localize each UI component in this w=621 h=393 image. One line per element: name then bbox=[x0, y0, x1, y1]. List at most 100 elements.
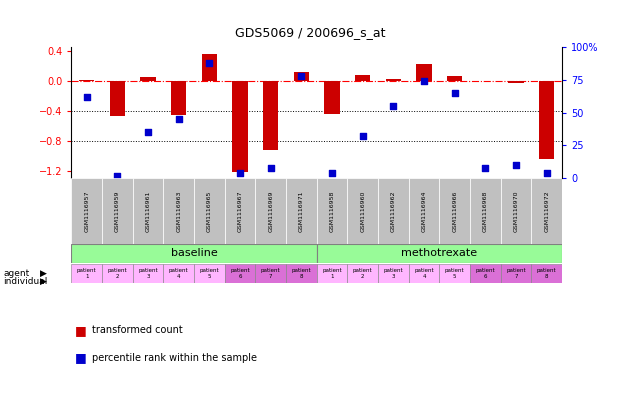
Bar bbox=[409, 178, 440, 244]
Bar bbox=[501, 264, 532, 283]
Point bbox=[388, 103, 398, 109]
Text: ■: ■ bbox=[75, 323, 86, 337]
Bar bbox=[225, 264, 255, 283]
Bar bbox=[71, 264, 102, 283]
Text: GSM1116959: GSM1116959 bbox=[115, 190, 120, 231]
Bar bbox=[355, 75, 370, 81]
Bar bbox=[509, 81, 524, 83]
Bar bbox=[163, 178, 194, 244]
Bar bbox=[447, 75, 463, 81]
Bar bbox=[317, 264, 347, 283]
Bar bbox=[110, 81, 125, 116]
Text: GSM1116962: GSM1116962 bbox=[391, 190, 396, 231]
Text: patient
1: patient 1 bbox=[77, 268, 96, 279]
Point bbox=[511, 162, 521, 168]
Text: patient
6: patient 6 bbox=[230, 268, 250, 279]
Text: patient
8: patient 8 bbox=[537, 268, 556, 279]
Point bbox=[235, 170, 245, 176]
Text: GSM1116961: GSM1116961 bbox=[145, 190, 150, 231]
Text: patient
1: patient 1 bbox=[322, 268, 342, 279]
Text: patient
8: patient 8 bbox=[292, 268, 311, 279]
Bar bbox=[133, 264, 163, 283]
Point bbox=[450, 90, 460, 96]
Text: patient
3: patient 3 bbox=[138, 268, 158, 279]
Bar bbox=[501, 178, 532, 244]
Bar bbox=[317, 178, 347, 244]
Text: patient
2: patient 2 bbox=[107, 268, 127, 279]
Bar bbox=[194, 264, 225, 283]
Text: transformed count: transformed count bbox=[92, 325, 183, 335]
Text: GDS5069 / 200696_s_at: GDS5069 / 200696_s_at bbox=[235, 26, 386, 39]
Bar bbox=[140, 77, 156, 81]
Point bbox=[143, 129, 153, 136]
Text: GSM1116967: GSM1116967 bbox=[238, 190, 243, 231]
Bar bbox=[532, 178, 562, 244]
Bar bbox=[286, 264, 317, 283]
Text: patient
4: patient 4 bbox=[414, 268, 434, 279]
Text: GSM1116958: GSM1116958 bbox=[330, 190, 335, 231]
Bar bbox=[539, 81, 555, 160]
Point bbox=[419, 78, 429, 84]
Text: baseline: baseline bbox=[171, 248, 217, 259]
Text: patient
6: patient 6 bbox=[476, 268, 495, 279]
Text: agent: agent bbox=[3, 269, 29, 277]
Bar bbox=[378, 178, 409, 244]
Bar bbox=[102, 178, 133, 244]
Text: GSM1116970: GSM1116970 bbox=[514, 190, 519, 231]
Bar bbox=[317, 244, 562, 263]
Point bbox=[358, 133, 368, 140]
Text: patient
5: patient 5 bbox=[199, 268, 219, 279]
Text: ■: ■ bbox=[75, 351, 86, 364]
Bar bbox=[255, 264, 286, 283]
Text: GSM1116957: GSM1116957 bbox=[84, 190, 89, 231]
Point bbox=[112, 173, 122, 179]
Point bbox=[296, 73, 306, 79]
Text: ▶: ▶ bbox=[40, 277, 47, 286]
Bar bbox=[470, 178, 501, 244]
Text: patient
7: patient 7 bbox=[506, 268, 526, 279]
Bar bbox=[202, 54, 217, 81]
Bar bbox=[225, 178, 255, 244]
Bar bbox=[409, 264, 440, 283]
Point bbox=[327, 170, 337, 176]
Bar bbox=[71, 244, 317, 263]
Bar bbox=[294, 72, 309, 81]
Text: GSM1116960: GSM1116960 bbox=[360, 190, 365, 231]
Text: patient
7: patient 7 bbox=[261, 268, 281, 279]
Bar bbox=[263, 81, 278, 151]
Text: GSM1116969: GSM1116969 bbox=[268, 190, 273, 231]
Bar bbox=[133, 178, 163, 244]
Bar bbox=[378, 264, 409, 283]
Bar bbox=[347, 178, 378, 244]
Text: GSM1116964: GSM1116964 bbox=[422, 190, 427, 231]
Text: GSM1116963: GSM1116963 bbox=[176, 190, 181, 231]
Bar bbox=[470, 264, 501, 283]
Text: GSM1116971: GSM1116971 bbox=[299, 190, 304, 231]
Bar bbox=[171, 81, 186, 115]
Point bbox=[266, 165, 276, 171]
Bar bbox=[416, 64, 432, 81]
Point bbox=[82, 94, 92, 100]
Bar bbox=[255, 178, 286, 244]
Point bbox=[204, 60, 214, 66]
Bar bbox=[347, 264, 378, 283]
Text: individual: individual bbox=[3, 277, 47, 286]
Text: patient
2: patient 2 bbox=[353, 268, 373, 279]
Point bbox=[542, 170, 551, 176]
Bar bbox=[440, 178, 470, 244]
Bar bbox=[71, 178, 102, 244]
Point bbox=[174, 116, 184, 122]
Bar bbox=[194, 178, 225, 244]
Bar bbox=[324, 81, 340, 114]
Bar bbox=[163, 264, 194, 283]
Text: GSM1116968: GSM1116968 bbox=[483, 190, 488, 231]
Bar bbox=[232, 81, 248, 172]
Text: methotrexate: methotrexate bbox=[401, 248, 478, 259]
Text: patient
3: patient 3 bbox=[384, 268, 403, 279]
Point bbox=[481, 165, 491, 171]
Text: percentile rank within the sample: percentile rank within the sample bbox=[92, 353, 257, 363]
Bar bbox=[286, 178, 317, 244]
Text: patient
5: patient 5 bbox=[445, 268, 465, 279]
Bar bbox=[532, 264, 562, 283]
Bar bbox=[386, 79, 401, 81]
